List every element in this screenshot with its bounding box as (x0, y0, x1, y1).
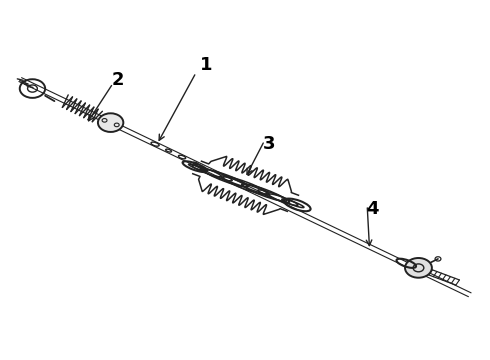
Ellipse shape (98, 113, 123, 132)
Text: 3: 3 (263, 135, 276, 153)
Text: 4: 4 (366, 200, 378, 218)
Ellipse shape (405, 258, 432, 278)
Text: 1: 1 (199, 56, 212, 74)
Text: 2: 2 (112, 71, 124, 89)
